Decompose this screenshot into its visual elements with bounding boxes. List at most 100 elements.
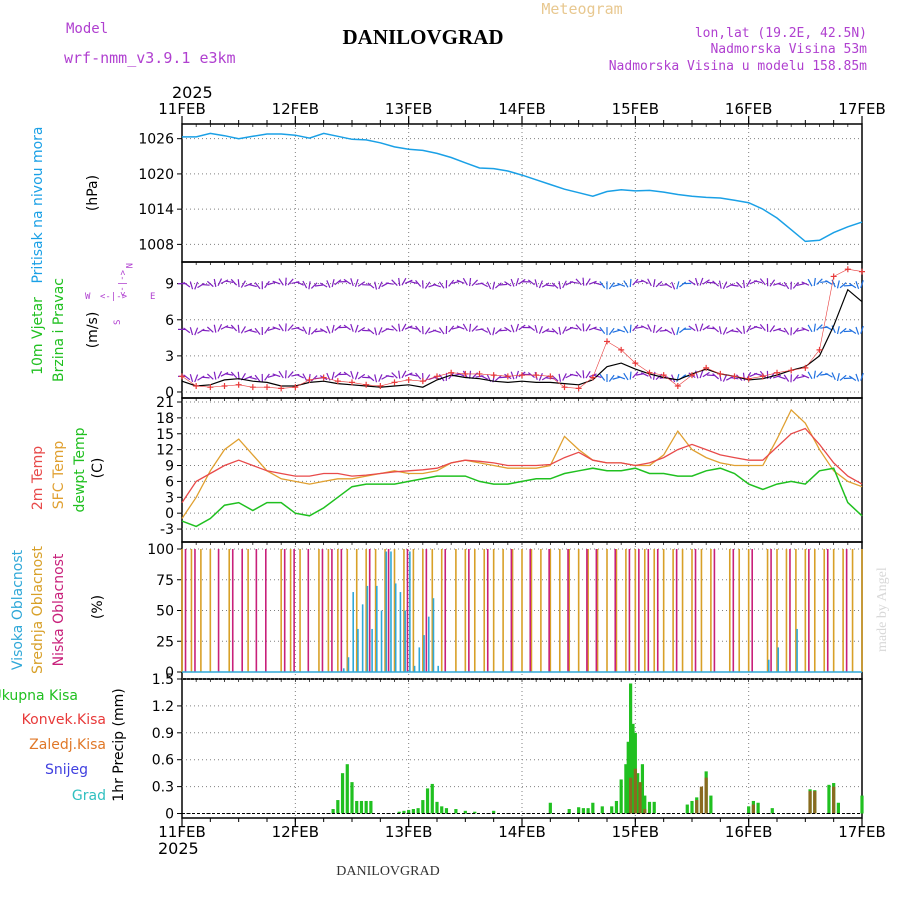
wind-barb [398, 277, 401, 287]
year-bottom: 2025 [158, 839, 199, 858]
wind-barb [438, 281, 445, 289]
precip-total-bar [425, 788, 430, 814]
wind-barb [367, 328, 375, 335]
wind-barb [480, 375, 489, 380]
wind-ytick-label: 6 [165, 313, 174, 329]
wind-barb [499, 329, 508, 332]
clouds-ytick-label: 75 [156, 573, 174, 589]
wind-barb [264, 326, 270, 334]
wind-barb [816, 371, 823, 378]
wind-barb [769, 325, 776, 333]
wind-barb [343, 371, 351, 378]
wind-barb [848, 282, 857, 289]
wind-barb [527, 279, 535, 286]
wind-barb [409, 373, 418, 377]
wind-barb [194, 374, 199, 383]
precip-conv-bar [643, 809, 647, 814]
compass-n: N [123, 263, 133, 268]
wind-barb [730, 330, 739, 333]
wind-barb [831, 325, 836, 334]
wind-barb [448, 325, 455, 333]
x-tick-label: 13FEB [385, 100, 432, 118]
wind-barb [451, 326, 460, 330]
precip-total-bar [440, 806, 444, 814]
wind-barb [197, 328, 205, 334]
precip-total-bar [610, 806, 614, 814]
precip-conv-bar [638, 782, 642, 814]
wind-barb [836, 280, 840, 289]
temperature-ytick-label: 15 [156, 427, 174, 443]
wind-barb [855, 373, 860, 382]
temperature-ytick-label: 0 [165, 506, 174, 522]
wind-barb [296, 373, 304, 379]
precip-conv-bar [751, 804, 755, 814]
compass-rose: W E N S <-|-> <-|-> [85, 263, 155, 325]
wind-barb [230, 278, 238, 286]
x-tick-label: 17FEB [838, 823, 885, 841]
precip-total-bar [407, 809, 411, 814]
precip-panel: 0 0.3 0.6 0.9 1.2 1.5 [152, 672, 864, 823]
wind-barb [527, 325, 535, 332]
precip-total-bar [548, 802, 552, 814]
wind-barb [510, 371, 515, 380]
wind-barb [718, 280, 722, 289]
wind-barb [599, 373, 606, 381]
wind-barb [676, 373, 680, 382]
wind-barb [588, 326, 597, 331]
wind-barb [201, 283, 210, 286]
wind-barb [504, 281, 512, 287]
wind-barb [546, 284, 555, 287]
wind-barb [456, 279, 465, 284]
wind-barb [569, 326, 578, 330]
wind-barb [688, 325, 696, 332]
wind-barb [404, 372, 413, 377]
wind-barb [357, 281, 366, 287]
precip-ytick-label: 1.2 [152, 699, 174, 715]
wind-barb [664, 282, 673, 289]
precip-total-bar [473, 811, 477, 814]
wind-barb [302, 373, 308, 381]
elevation-label: Nadmorska Visina 53m [710, 42, 867, 57]
precip-total-bar [586, 808, 590, 814]
wind-barb [712, 280, 720, 287]
precip-total-bar [416, 808, 420, 814]
wind-barb [374, 374, 378, 383]
wind-barb [314, 330, 323, 333]
precip-total-bar [430, 783, 434, 814]
wind-barb [655, 280, 663, 288]
gust-mark [859, 268, 865, 275]
precip-ylabel: 1hr Precip (mm) [111, 688, 127, 801]
wind-barb [237, 324, 240, 333]
precip-legend-snow: Snijeg [45, 762, 88, 778]
wind-barb [679, 327, 687, 334]
x-tick-label: 12FEB [272, 823, 319, 841]
wind-barb [541, 328, 550, 334]
wind-barb [230, 371, 238, 379]
x-tick-label: 16FEB [725, 100, 772, 118]
wind-barb [319, 328, 328, 334]
pressure-labels: Pritisak na nivou mora (hPa) [30, 126, 101, 283]
precip-total-bar [567, 809, 571, 814]
wind-barb [629, 371, 632, 380]
cloud-ylabel: (%) [90, 595, 106, 619]
wind-barb [702, 279, 710, 285]
wind-barb [575, 278, 582, 286]
wind-barb [813, 323, 816, 332]
precip-total-bar [355, 800, 359, 814]
x-axis-top: 11FEB 12FEB 13FEB 14FEB 15FEB 16FEB 17FEB [158, 100, 886, 124]
wind-barb [462, 277, 468, 286]
wind-barb [456, 325, 465, 330]
wind-barb [783, 327, 790, 335]
wind-barb [699, 323, 704, 332]
wind-barb [725, 328, 734, 334]
wind-barb [510, 324, 515, 333]
wind-barb [694, 323, 699, 332]
precip-ytick-label: 0.3 [152, 780, 174, 796]
cloud-title: Visoka Oblacnost [10, 549, 26, 670]
precip-conv-bar [699, 786, 704, 814]
precip-total-bar [770, 808, 774, 814]
precip-total-bar [340, 773, 345, 814]
wind-barb [515, 278, 520, 287]
wind-barb [468, 278, 472, 287]
